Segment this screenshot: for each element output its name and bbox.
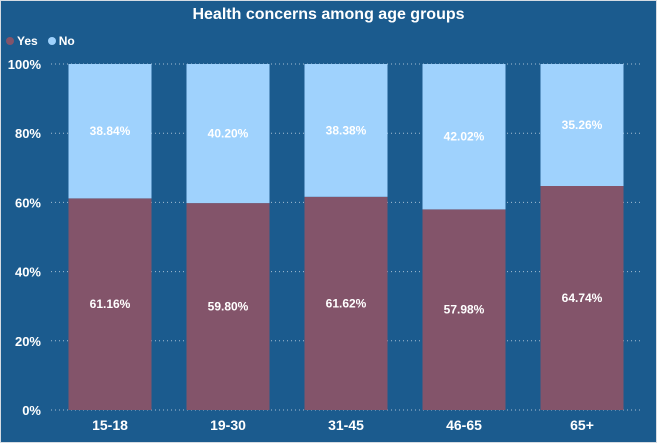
y-tick-label: 60%	[15, 195, 41, 210]
legend: Yes No	[6, 34, 75, 48]
y-tick-label: 20%	[15, 334, 41, 349]
legend-item-yes[interactable]: Yes	[6, 34, 38, 48]
y-tick-label: 0%	[22, 403, 41, 418]
legend-label-yes: Yes	[17, 34, 38, 48]
data-label: 38.38%	[326, 123, 367, 137]
data-label: 35.26%	[562, 118, 603, 132]
data-label: 57.98%	[444, 303, 485, 317]
bar-yes	[422, 209, 506, 410]
y-tick-label: 100%	[8, 57, 42, 72]
data-label: 61.62%	[326, 296, 367, 310]
data-label: 38.84%	[90, 124, 131, 138]
chart-title: Health concerns among age groups	[192, 6, 465, 23]
data-label: 64.74%	[562, 291, 603, 305]
x-tick-label: 46-65	[446, 417, 482, 433]
bar-yes	[540, 185, 624, 410]
x-tick-label: 31-45	[328, 417, 364, 433]
bar-yes	[186, 203, 270, 410]
data-label: 40.20%	[208, 127, 249, 141]
bar-yes	[304, 196, 388, 410]
y-tick-label: 80%	[15, 126, 41, 141]
legend-item-no[interactable]: No	[47, 34, 75, 48]
x-tick-label: 15-18	[92, 417, 128, 433]
y-tick-label: 40%	[15, 265, 41, 280]
bar-no	[540, 64, 624, 186]
data-label: 42.02%	[444, 130, 485, 144]
bar-yes	[68, 198, 152, 410]
legend-swatch-no	[47, 37, 56, 45]
bar-no	[304, 64, 388, 197]
x-tick-label: 19-30	[210, 417, 246, 433]
legend-swatch-yes	[6, 37, 14, 45]
bar-no	[68, 64, 152, 199]
legend-label-no: No	[58, 34, 75, 48]
bar-no	[186, 64, 270, 204]
bar-no	[422, 64, 506, 210]
data-label: 59.80%	[208, 300, 249, 314]
x-tick-label: 65+	[570, 417, 594, 433]
data-label: 61.16%	[90, 297, 131, 311]
